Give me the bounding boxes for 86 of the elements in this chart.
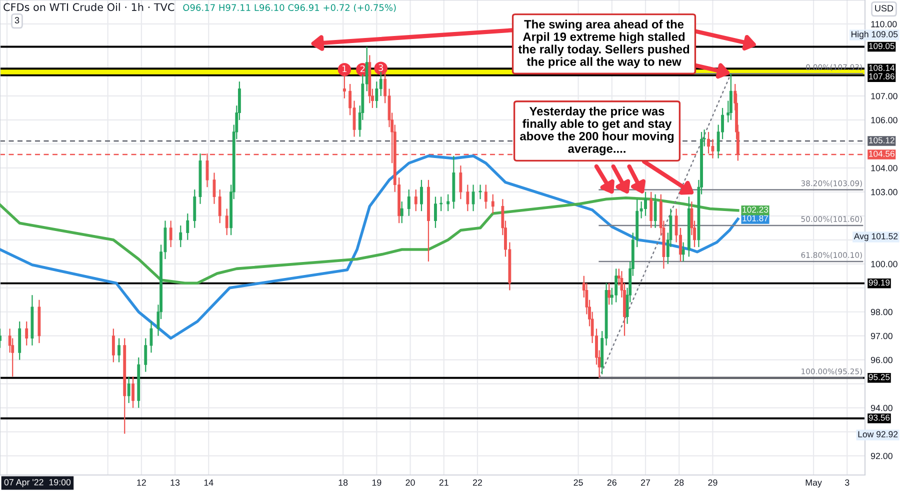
- x-tick-label: 19: [372, 479, 382, 486]
- data-label: 101.87: [742, 215, 768, 222]
- x-tick-label: 26: [607, 479, 616, 486]
- x-tick-label: 29: [708, 479, 718, 486]
- candlestick: [614, 268, 618, 303]
- ref-line-label: 105.12: [869, 137, 894, 144]
- chart-title: CFDs on WTI Crude Oil · 1h · TVC: [4, 3, 174, 12]
- x-tick-label: 25: [574, 479, 583, 486]
- candlestick: [132, 376, 134, 408]
- x-tick-label: 18: [338, 479, 348, 486]
- annotation: High 109.05: [852, 30, 898, 40]
- ref-line-label: 108.14: [869, 64, 895, 71]
- candlestick: [379, 71, 382, 97]
- y-tick-label: 100.00: [871, 260, 898, 268]
- x-tick-label: 21: [439, 479, 448, 486]
- annotation: 3: [14, 17, 20, 24]
- candlestick: [420, 179, 423, 212]
- candlestick: [707, 131, 710, 154]
- candlestick: [144, 338, 148, 372]
- candlestick: [466, 184, 470, 212]
- candlestick: [644, 191, 647, 216]
- candlestick: [491, 194, 494, 214]
- ref-line-label: 95.25: [868, 374, 890, 380]
- candlestick: [212, 172, 216, 204]
- x-tick-label: May: [806, 479, 822, 488]
- candlestick: [446, 194, 450, 212]
- candlestick: [225, 208, 228, 236]
- annotation: Avg 101.52: [854, 233, 898, 242]
- candlestick: [179, 224, 182, 248]
- y-tick-label: 97.00: [870, 332, 892, 340]
- annotation: 2: [360, 65, 365, 72]
- candlestick: [18, 320, 22, 360]
- candlestick: [150, 320, 153, 354]
- candlestick: [414, 188, 418, 212]
- y-tick-label: 103.00: [871, 188, 898, 196]
- x-tick-label: 3: [845, 479, 850, 486]
- candlestick: [193, 188, 196, 228]
- ref-line-label: 104.56: [869, 150, 894, 157]
- ref-line-label: 109.05: [869, 42, 894, 50]
- y-tick-label: 92.00: [870, 452, 892, 460]
- x-tick-label: 28: [674, 479, 684, 486]
- text: USD: [875, 5, 894, 12]
- x-tick-label: 22: [472, 479, 482, 486]
- ref-line-label: 93.56: [868, 414, 890, 421]
- x-tick-label: 14: [204, 479, 214, 486]
- candlestick: [186, 212, 190, 240]
- candlestick: [112, 328, 115, 363]
- candlestick: [472, 184, 475, 212]
- candlestick: [407, 188, 410, 216]
- candlestick: [434, 196, 437, 228]
- candlestick: [127, 376, 130, 404]
- candlestick: [654, 194, 657, 228]
- x-tick-label: 12: [137, 479, 146, 486]
- x-tick-label: 27: [641, 479, 650, 486]
- candlestick: [169, 220, 172, 248]
- candlestick: [650, 191, 653, 228]
- y-tick-label: 110.00: [871, 21, 897, 28]
- x-tick-label: 20: [406, 479, 415, 486]
- ref-line-label: 99.19: [868, 280, 890, 286]
- x-tick-label: 13: [170, 479, 180, 486]
- candlestick: [729, 73, 732, 121]
- y-tick-label: 107.00: [871, 92, 898, 100]
- data-label: 102.23: [742, 206, 768, 213]
- candlestick: [459, 164, 462, 200]
- candlestick: [343, 74, 346, 99]
- y-tick-label: 96.00: [870, 356, 892, 364]
- candlestick: [608, 282, 611, 306]
- annotation: Low 92.92: [858, 431, 898, 438]
- ref-line-label: 107.86: [869, 73, 894, 80]
- annotation: Yesterday the price was finally able to get and stay above the 200 hour moving average....: [520, 106, 674, 156]
- y-tick-label: 104.00: [871, 164, 898, 172]
- annotation: 1: [342, 65, 346, 72]
- candlestick: [484, 184, 488, 210]
- chart-subtitle: O96.17 H97.11 L96.10 C96.91 +0.72 (+0.75%): [183, 4, 396, 12]
- y-tick-label: 94.00: [870, 404, 892, 412]
- candlestick: [400, 200, 404, 224]
- candlestick: [118, 338, 120, 363]
- candlestick: [375, 81, 378, 109]
- text: 07 Apr '22 19:00: [4, 479, 71, 488]
- annotation: 3: [378, 64, 384, 71]
- candlestick: [218, 188, 222, 224]
- candlestick: [25, 320, 28, 346]
- y-tick-label: 98.00: [870, 308, 892, 316]
- candlestick: [682, 242, 685, 262]
- annotation: The swing area ahead of the Arpil 19 extreme high stalled the rally today. Sellers pushed the price all the way to new: [518, 20, 690, 68]
- y-tick-label: 106.00: [871, 116, 898, 124]
